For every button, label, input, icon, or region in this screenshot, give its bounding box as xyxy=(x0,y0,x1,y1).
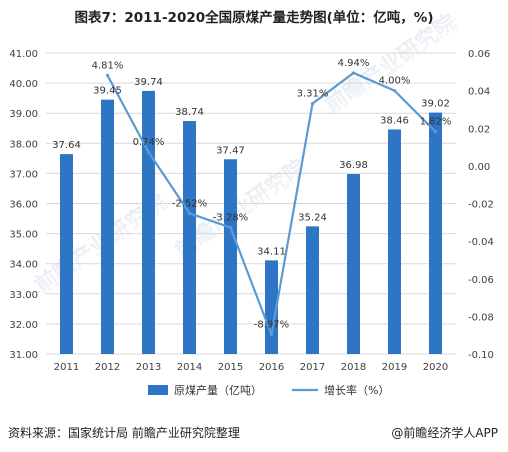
x-tick-label: 2014 xyxy=(177,362,202,373)
bar-value-label: 38.46 xyxy=(380,115,409,126)
bar-value-label: 37.47 xyxy=(216,145,245,156)
y-left-tick-label: 37.00 xyxy=(9,169,38,180)
brand-credit: @前瞻经济学人APP xyxy=(391,426,498,440)
line-value-label: 1.82% xyxy=(420,117,452,128)
source-note: 资料来源：国家统计局 前瞻产业研究院整理 xyxy=(8,426,240,440)
line-value-label: -2.52% xyxy=(172,198,207,209)
bar xyxy=(224,159,237,354)
x-tick-label: 2019 xyxy=(382,362,407,373)
line-value-label: 0.74% xyxy=(133,137,165,148)
line-point xyxy=(146,150,151,154)
x-tick-label: 2015 xyxy=(218,362,243,373)
x-tick-label: 2013 xyxy=(136,362,161,373)
bar-value-label: 39.02 xyxy=(421,99,450,110)
y-left-tick-label: 31.00 xyxy=(9,350,38,361)
y-right-tick-label: 0.06 xyxy=(468,49,490,60)
line-value-label: -3.28% xyxy=(213,213,248,224)
legend-bar-swatch xyxy=(148,385,168,395)
line-point xyxy=(310,102,315,106)
y-right-tick-label: 0.02 xyxy=(468,124,490,135)
y-right-tick-label: 0.04 xyxy=(468,87,490,98)
y-left-tick-label: 40.00 xyxy=(9,79,38,90)
bar xyxy=(183,121,196,354)
y-left-tick-label: 38.00 xyxy=(9,139,38,150)
line-point xyxy=(392,89,397,93)
y-left-tick-label: 32.00 xyxy=(9,320,38,331)
line-point xyxy=(105,73,110,77)
bar-value-label: 39.74 xyxy=(134,77,163,88)
x-tick-label: 2011 xyxy=(54,362,79,373)
x-tick-label: 2016 xyxy=(259,362,284,373)
y-right-tick-label: 0.00 xyxy=(468,162,490,173)
data-labels: 37.64 39.45 39.74 38.74 37.47 34.11 35.24 36.98… xyxy=(52,58,451,331)
line-point xyxy=(433,130,438,134)
y-right-tick-label: -0.04 xyxy=(468,237,494,248)
grid-lines xyxy=(46,52,456,355)
y-right-tick-label: -0.02 xyxy=(468,200,494,211)
line-point xyxy=(269,333,274,337)
line-point xyxy=(187,211,192,215)
y-left-tick-label: 39.00 xyxy=(9,109,38,120)
y-left-tick-label: 41.00 xyxy=(9,49,38,60)
bar xyxy=(388,129,401,354)
bar xyxy=(347,174,360,354)
line-value-label: 4.00% xyxy=(379,76,411,87)
y-left-tick-label: 33.00 xyxy=(9,290,38,301)
bar-value-label: 38.74 xyxy=(175,107,204,118)
legend: 原煤产量（亿吨） 增长率（%） xyxy=(148,383,389,397)
line-value-label: 4.94% xyxy=(338,58,370,69)
chart-svg: 前瞻产业研究院前瞻产业研究院前瞻产业研究院 37.6439.4539.7438.… xyxy=(9,9,494,397)
line-value-label: 4.81% xyxy=(92,60,124,71)
line-value-label: -8.97% xyxy=(254,320,289,331)
bar-value-label: 37.64 xyxy=(52,140,81,151)
chart-title: 图表7：2011-2020全国原煤产量走势图(单位：亿吨，%) xyxy=(74,10,434,26)
line-value-label: 3.31% xyxy=(297,89,329,100)
bar xyxy=(101,99,114,354)
bar xyxy=(429,112,442,355)
legend-line-label: 增长率（%） xyxy=(324,383,389,397)
y-left-tick-label: 35.00 xyxy=(9,230,38,241)
x-tick-label: 2017 xyxy=(300,362,325,373)
y-right-tick-label: -0.10 xyxy=(468,350,494,361)
x-tick-label: 2012 xyxy=(95,362,120,373)
bar xyxy=(265,260,278,354)
bar-series xyxy=(60,90,442,355)
x-tick-label: 2020 xyxy=(423,362,448,373)
bar-value-label: 36.98 xyxy=(339,160,368,171)
y-left-tick-label: 36.00 xyxy=(9,200,38,211)
bar-value-label: 39.45 xyxy=(93,86,122,97)
line-point xyxy=(228,225,233,230)
line-point xyxy=(351,71,356,75)
axes: 31.00 32.00 33.00 34.00 35.00 36.00 37.00 38.00… xyxy=(9,49,494,373)
line-series xyxy=(105,71,438,337)
bar xyxy=(142,90,155,355)
bar xyxy=(60,154,73,354)
bar xyxy=(306,226,319,354)
bar-value-label: 35.24 xyxy=(298,212,327,223)
y-right-tick-label: -0.06 xyxy=(468,275,494,286)
bar-value-label: 34.11 xyxy=(257,246,286,257)
x-tick-label: 2018 xyxy=(341,362,366,373)
y-right-tick-label: -0.08 xyxy=(468,312,494,323)
y-left-tick-label: 34.00 xyxy=(9,260,38,271)
legend-bar-label: 原煤产量（亿吨） xyxy=(174,383,262,397)
